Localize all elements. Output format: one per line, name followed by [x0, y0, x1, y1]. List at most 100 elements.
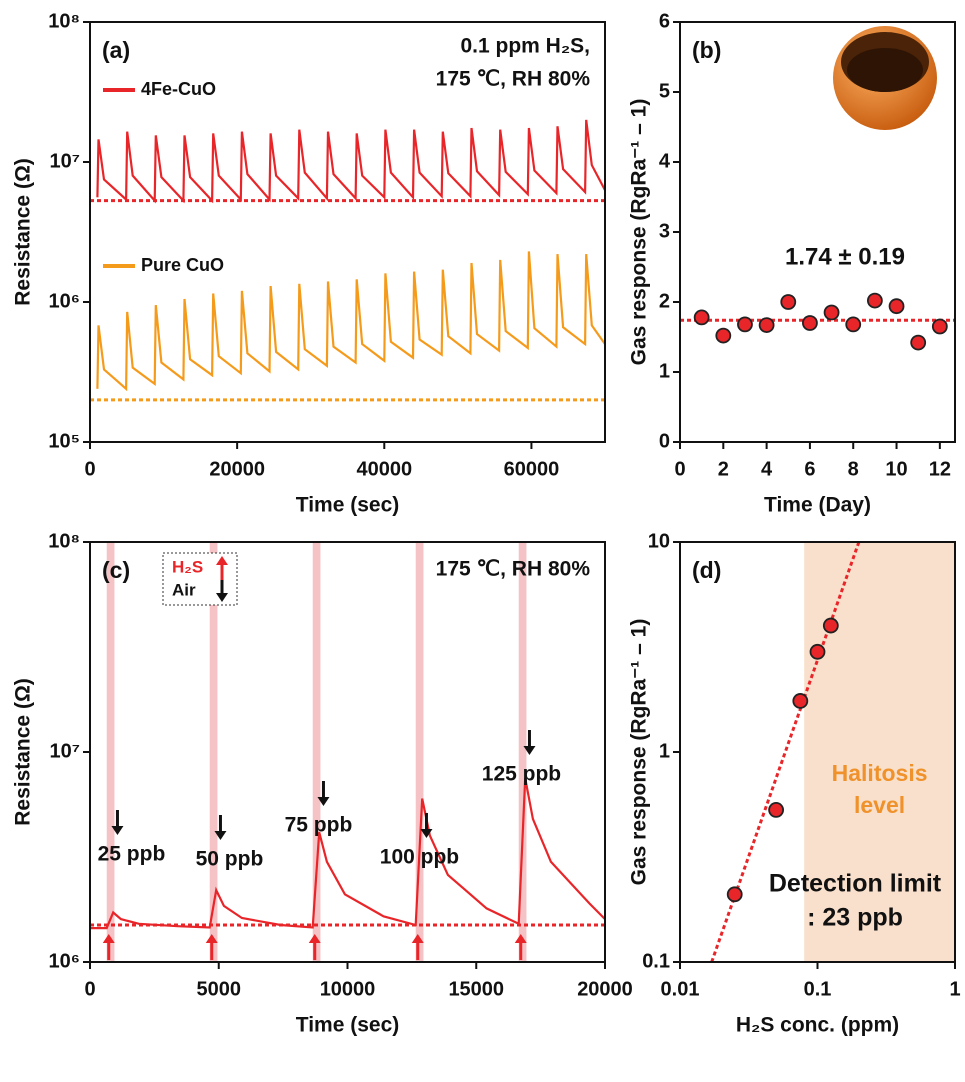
arrow-head [111, 826, 124, 835]
panel-label: (b) [692, 37, 721, 63]
y-tick-label: 1 [659, 360, 670, 382]
data-point [715, 327, 732, 344]
arrow-head [523, 746, 536, 755]
legend-gas: H₂S [172, 557, 203, 576]
arrow-head [102, 934, 115, 943]
x-tick-label: 0 [84, 458, 95, 480]
annotation: Detection limit [769, 870, 942, 898]
x-tick-label: 10000 [320, 978, 376, 1000]
y-axis-title: Gas response (RgRa⁻¹ – 1) [628, 99, 651, 366]
x-tick-label: 20000 [209, 458, 265, 480]
x-tick-label: 6 [804, 458, 815, 480]
x-tick-label: 0 [674, 458, 685, 480]
plot-frame [89, 541, 606, 963]
x-axis-title: Time (sec) [296, 494, 400, 517]
gas-pulse [518, 542, 527, 962]
y-axis-title: Gas response (RgRa⁻¹ – 1) [628, 619, 651, 886]
data-line [90, 777, 606, 930]
data-point [802, 315, 818, 331]
shade-label: Halitosis [832, 760, 928, 786]
gas-pulse [209, 542, 218, 962]
arrow-head [216, 593, 228, 602]
plot-frame [679, 21, 956, 443]
x-tick-label: 4 [761, 458, 773, 480]
y-tick-label: 10⁵ [48, 430, 80, 452]
data-point [888, 298, 905, 315]
y-tick-label: 0 [659, 430, 670, 452]
arrow-head [317, 797, 330, 806]
data-point [758, 317, 775, 334]
x-tick-label: 2 [718, 458, 729, 480]
arrow-head [308, 934, 321, 943]
annotation: 0.1 ppm H₂S, [460, 35, 590, 58]
x-tick-label: 60000 [504, 458, 560, 480]
data-point [823, 304, 840, 321]
data-point [726, 886, 743, 903]
legend-label: Pure CuO [141, 255, 224, 275]
x-tick-label: 15000 [448, 978, 504, 1000]
y-tick-label: 10⁷ [50, 740, 81, 762]
x-tick-label: 40000 [356, 458, 412, 480]
legend-air: Air [172, 580, 196, 599]
y-tick-label: 0.1 [642, 950, 670, 972]
data-line [96, 251, 606, 392]
concentration-label: 125 ppb [482, 763, 561, 786]
y-tick-label: 1 [659, 740, 670, 762]
x-tick-label: 12 [929, 458, 951, 480]
x-tick-label: 0.01 [661, 978, 700, 1000]
gas-pulse [415, 542, 424, 962]
data-point [845, 316, 862, 333]
y-tick-label: 3 [659, 220, 670, 242]
shaded-region [804, 542, 955, 962]
x-axis-title: Time (sec) [296, 1014, 400, 1037]
x-tick-label: 20000 [577, 978, 633, 1000]
annotation: : 23 ppb [807, 904, 903, 932]
data-point [809, 643, 826, 660]
y-tick-label: 10⁸ [48, 10, 80, 32]
legend-label: 4Fe-CuO [141, 79, 216, 99]
arrow-head [205, 934, 218, 943]
arrow-head [216, 556, 228, 565]
data-line [96, 119, 606, 204]
x-tick-label: 8 [848, 458, 859, 480]
plot-frame [89, 21, 606, 443]
y-tick-label: 2 [659, 290, 670, 312]
data-point [822, 617, 839, 634]
shade-label: level [854, 792, 905, 818]
data-point [866, 292, 883, 309]
data-point [931, 318, 948, 335]
concentration-label: 25 ppb [98, 843, 166, 866]
data-point [693, 309, 710, 326]
data-point [910, 334, 927, 351]
annotation: 175 ℃, RH 80% [436, 558, 591, 581]
y-axis-title: Resistance (Ω) [12, 158, 35, 306]
concentration-label: 75 ppb [285, 814, 353, 837]
gas-pulse [106, 542, 115, 962]
x-axis-title: Time (Day) [764, 494, 871, 517]
arrow-head [411, 934, 424, 943]
x-tick-label: 0.1 [804, 978, 832, 1000]
y-tick-label: 10⁶ [49, 950, 80, 972]
panel-label: (c) [102, 557, 130, 583]
y-tick-label: 6 [659, 10, 670, 32]
concentration-label: 100 ppb [380, 846, 459, 869]
x-tick-label: 0 [84, 978, 95, 1000]
data-point [768, 802, 785, 818]
arrow-head [214, 831, 227, 840]
concentration-label: 50 ppb [196, 848, 264, 871]
y-tick-label: 10⁸ [48, 530, 80, 552]
data-point [780, 294, 797, 310]
arrow-head [514, 934, 527, 943]
y-tick-label: 4 [659, 150, 671, 172]
gas-pulse [312, 542, 321, 962]
plot-frame [679, 541, 956, 963]
y-axis-title: Resistance (Ω) [12, 678, 35, 826]
data-point [737, 316, 753, 333]
y-tick-label: 10⁷ [50, 150, 81, 172]
y-tick-label: 5 [659, 80, 670, 102]
x-tick-label: 1 [949, 978, 960, 1000]
nanosphere-icon [833, 26, 937, 130]
annotation: 1.74 ± 0.19 [785, 243, 905, 270]
panel-label: (d) [692, 557, 721, 583]
